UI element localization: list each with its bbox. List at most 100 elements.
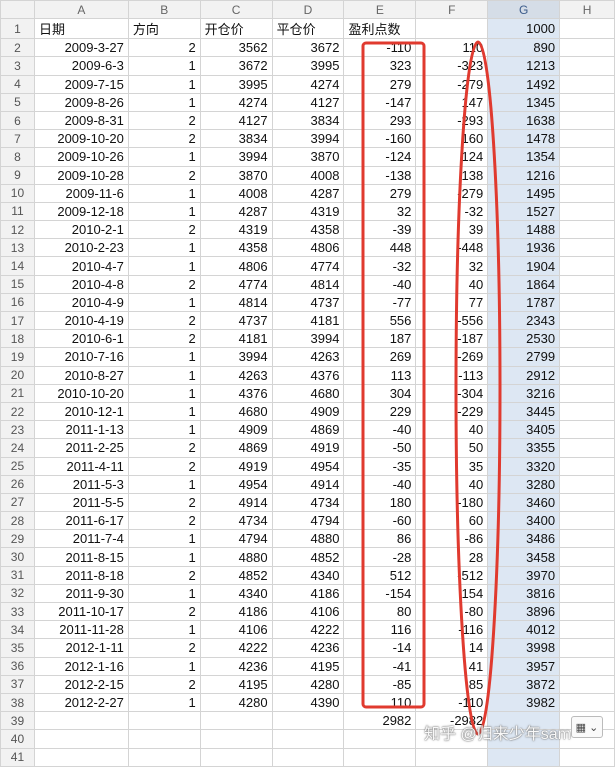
- cell-e10[interactable]: 279: [343, 183, 417, 203]
- row-header[interactable]: 29: [0, 529, 35, 549]
- cell-d24[interactable]: 4919: [271, 438, 345, 458]
- cell-g9[interactable]: 1216: [487, 165, 561, 185]
- cell-g3[interactable]: 1213: [487, 56, 561, 76]
- cell-g31[interactable]: 3970: [487, 565, 561, 585]
- cell-a6[interactable]: 2009-8-31: [33, 110, 129, 131]
- cell-a16[interactable]: 2010-4-9: [33, 292, 129, 313]
- cell-g13[interactable]: 1936: [487, 238, 561, 258]
- cell-c18[interactable]: 4181: [199, 329, 273, 349]
- cell-e3[interactable]: 323: [343, 56, 417, 76]
- cell-c32[interactable]: 4340: [199, 583, 273, 604]
- cell-g11[interactable]: 1527: [487, 201, 561, 222]
- cell-c2[interactable]: 3562: [199, 38, 273, 58]
- cell-b22[interactable]: 1: [127, 401, 201, 422]
- cell-a5[interactable]: 2009-8-26: [33, 92, 129, 112]
- cell-g14[interactable]: 1904: [487, 256, 561, 276]
- row-header[interactable]: 6: [0, 110, 35, 131]
- cell-a2[interactable]: 2009-3-27: [33, 38, 129, 58]
- cell-h10[interactable]: [559, 183, 615, 203]
- row-header[interactable]: 21: [0, 383, 35, 403]
- cell-d34[interactable]: 4222: [271, 620, 345, 640]
- cell-a26[interactable]: 2011-5-3: [33, 474, 129, 494]
- cell-a37[interactable]: 2012-2-15: [33, 674, 129, 694]
- cell-b35[interactable]: 2: [127, 638, 201, 658]
- cell-d15[interactable]: 4814: [271, 274, 345, 294]
- cell-f21[interactable]: -304: [415, 383, 489, 403]
- cell-a20[interactable]: 2010-8-27: [33, 365, 129, 385]
- cell-h13[interactable]: [559, 238, 615, 258]
- cell-e32[interactable]: -154: [343, 583, 417, 604]
- cell-b24[interactable]: 2: [127, 438, 201, 458]
- cell-h14[interactable]: [559, 256, 615, 276]
- cell-e21[interactable]: 304: [343, 383, 417, 403]
- cell-e15[interactable]: -40: [343, 274, 417, 294]
- cell-a14[interactable]: 2010-4-7: [33, 256, 129, 276]
- cell-e34[interactable]: 116: [343, 620, 417, 640]
- cell-b6[interactable]: 2: [127, 110, 201, 131]
- cell-h21[interactable]: [559, 383, 615, 403]
- cell-b21[interactable]: 1: [127, 383, 201, 403]
- cell-a39[interactable]: [33, 711, 129, 731]
- cell-e40[interactable]: [343, 729, 417, 749]
- row-header[interactable]: 11: [0, 201, 35, 222]
- row-header[interactable]: 22: [0, 401, 35, 422]
- cell-d37[interactable]: 4280: [271, 674, 345, 694]
- row-header[interactable]: 28: [0, 511, 35, 531]
- row-header[interactable]: 2: [0, 38, 35, 58]
- cell-h32[interactable]: [559, 583, 615, 604]
- cell-a32[interactable]: 2011-9-30: [33, 583, 129, 604]
- cell-d2[interactable]: 3672: [271, 38, 345, 58]
- cell-f37[interactable]: 85: [415, 674, 489, 694]
- cell-h24[interactable]: [559, 438, 615, 458]
- cell-g2[interactable]: 890: [487, 38, 561, 58]
- row-header[interactable]: 20: [0, 365, 35, 385]
- cell-d20[interactable]: 4376: [271, 365, 345, 385]
- cell-a34[interactable]: 2011-11-28: [33, 620, 129, 640]
- row-header[interactable]: 19: [0, 347, 35, 367]
- cell-e18[interactable]: 187: [343, 329, 417, 349]
- cell-b30[interactable]: 1: [127, 547, 201, 567]
- cell-c40[interactable]: [199, 729, 273, 749]
- cell-a15[interactable]: 2010-4-8: [33, 274, 129, 294]
- cell-h36[interactable]: [559, 656, 615, 676]
- cell-h29[interactable]: [559, 529, 615, 549]
- cell-b20[interactable]: 1: [127, 365, 201, 385]
- cell-a40[interactable]: [33, 729, 129, 749]
- cell-g17[interactable]: 2343: [487, 310, 561, 331]
- cell-f10[interactable]: -279: [415, 183, 489, 203]
- column-header-h[interactable]: H: [559, 0, 615, 20]
- cell-c15[interactable]: 4774: [199, 274, 273, 294]
- cell-a25[interactable]: 2011-4-11: [33, 456, 129, 476]
- cell-c9[interactable]: 3870: [199, 165, 273, 185]
- cell-a29[interactable]: 2011-7-4: [33, 529, 129, 549]
- cell-e30[interactable]: -28: [343, 547, 417, 567]
- cell-f1[interactable]: [415, 18, 489, 40]
- cell-b25[interactable]: 2: [127, 456, 201, 476]
- cell-e25[interactable]: -35: [343, 456, 417, 476]
- cell-e16[interactable]: -77: [343, 292, 417, 313]
- cell-e27[interactable]: 180: [343, 492, 417, 513]
- cell-h41[interactable]: [559, 747, 615, 767]
- cell-d35[interactable]: 4236: [271, 638, 345, 658]
- cell-b34[interactable]: 1: [127, 620, 201, 640]
- cell-h35[interactable]: [559, 638, 615, 658]
- cell-d26[interactable]: 4914: [271, 474, 345, 494]
- cell-b27[interactable]: 2: [127, 492, 201, 513]
- cell-f26[interactable]: 40: [415, 474, 489, 494]
- cell-f20[interactable]: -113: [415, 365, 489, 385]
- cell-d32[interactable]: 4186: [271, 583, 345, 604]
- row-header[interactable]: 36: [0, 656, 35, 676]
- cell-c41[interactable]: [199, 747, 273, 767]
- cell-c35[interactable]: 4222: [199, 638, 273, 658]
- cell-d36[interactable]: 4195: [271, 656, 345, 676]
- cell-b4[interactable]: 1: [127, 74, 201, 94]
- cell-g33[interactable]: 3896: [487, 601, 561, 622]
- cell-d13[interactable]: 4806: [271, 238, 345, 258]
- cell-b31[interactable]: 2: [127, 565, 201, 585]
- cell-g15[interactable]: 1864: [487, 274, 561, 294]
- cell-c16[interactable]: 4814: [199, 292, 273, 313]
- cell-e26[interactable]: -40: [343, 474, 417, 494]
- cell-e33[interactable]: 80: [343, 601, 417, 622]
- row-header[interactable]: 3: [0, 56, 35, 76]
- cell-e36[interactable]: -41: [343, 656, 417, 676]
